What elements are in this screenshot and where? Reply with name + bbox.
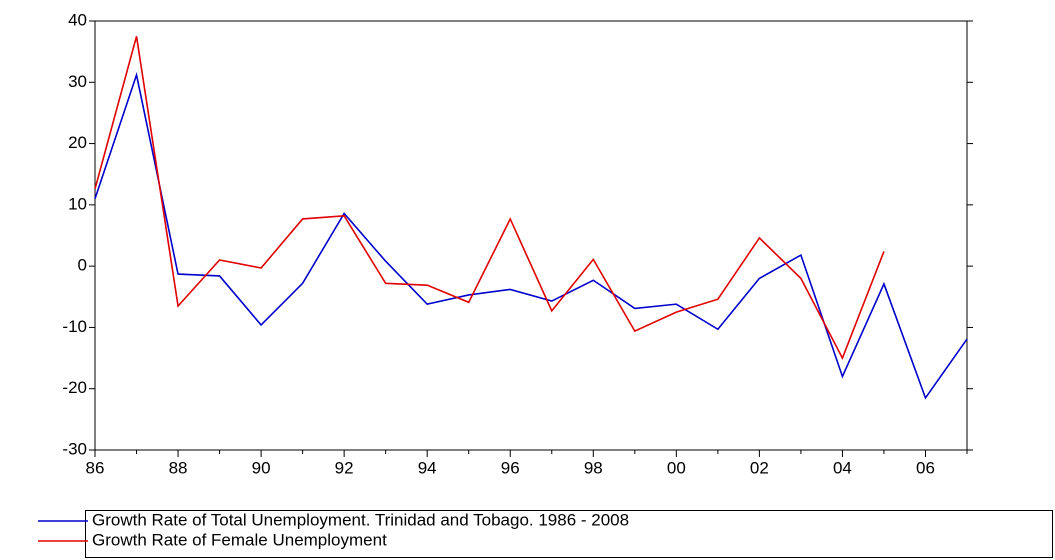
y-tick-label: -20 — [62, 378, 87, 397]
y-tick-label: -10 — [62, 317, 87, 336]
series-line — [94, 71, 968, 400]
y-tick-label: 10 — [68, 194, 87, 213]
y-tick-label: 30 — [68, 72, 87, 91]
legend-label: Growth Rate of Total Unemployment. Trini… — [92, 510, 629, 529]
x-tick-label: 04 — [833, 458, 852, 477]
y-tick-label: -30 — [62, 439, 87, 458]
x-tick-label: 88 — [169, 458, 188, 477]
x-tick-label: 92 — [335, 458, 354, 477]
x-tick-label: 90 — [252, 458, 271, 477]
plot-frame — [94, 20, 968, 451]
x-tick-label: 94 — [418, 458, 437, 477]
y-tick-label: 20 — [68, 133, 87, 152]
x-tick-label: 00 — [667, 458, 686, 477]
y-tick-label: 40 — [68, 10, 87, 29]
x-tick-label: 98 — [584, 458, 603, 477]
legend-label: Growth Rate of Female Unemployment — [92, 530, 387, 549]
x-tick-label: 96 — [501, 458, 520, 477]
y-tick-label: 0 — [78, 256, 87, 275]
x-tick-label: 06 — [916, 458, 935, 477]
x-tick-label: 02 — [750, 458, 769, 477]
x-tick-label: 86 — [86, 458, 105, 477]
legend-box — [85, 510, 1053, 558]
series-line — [94, 36, 885, 361]
